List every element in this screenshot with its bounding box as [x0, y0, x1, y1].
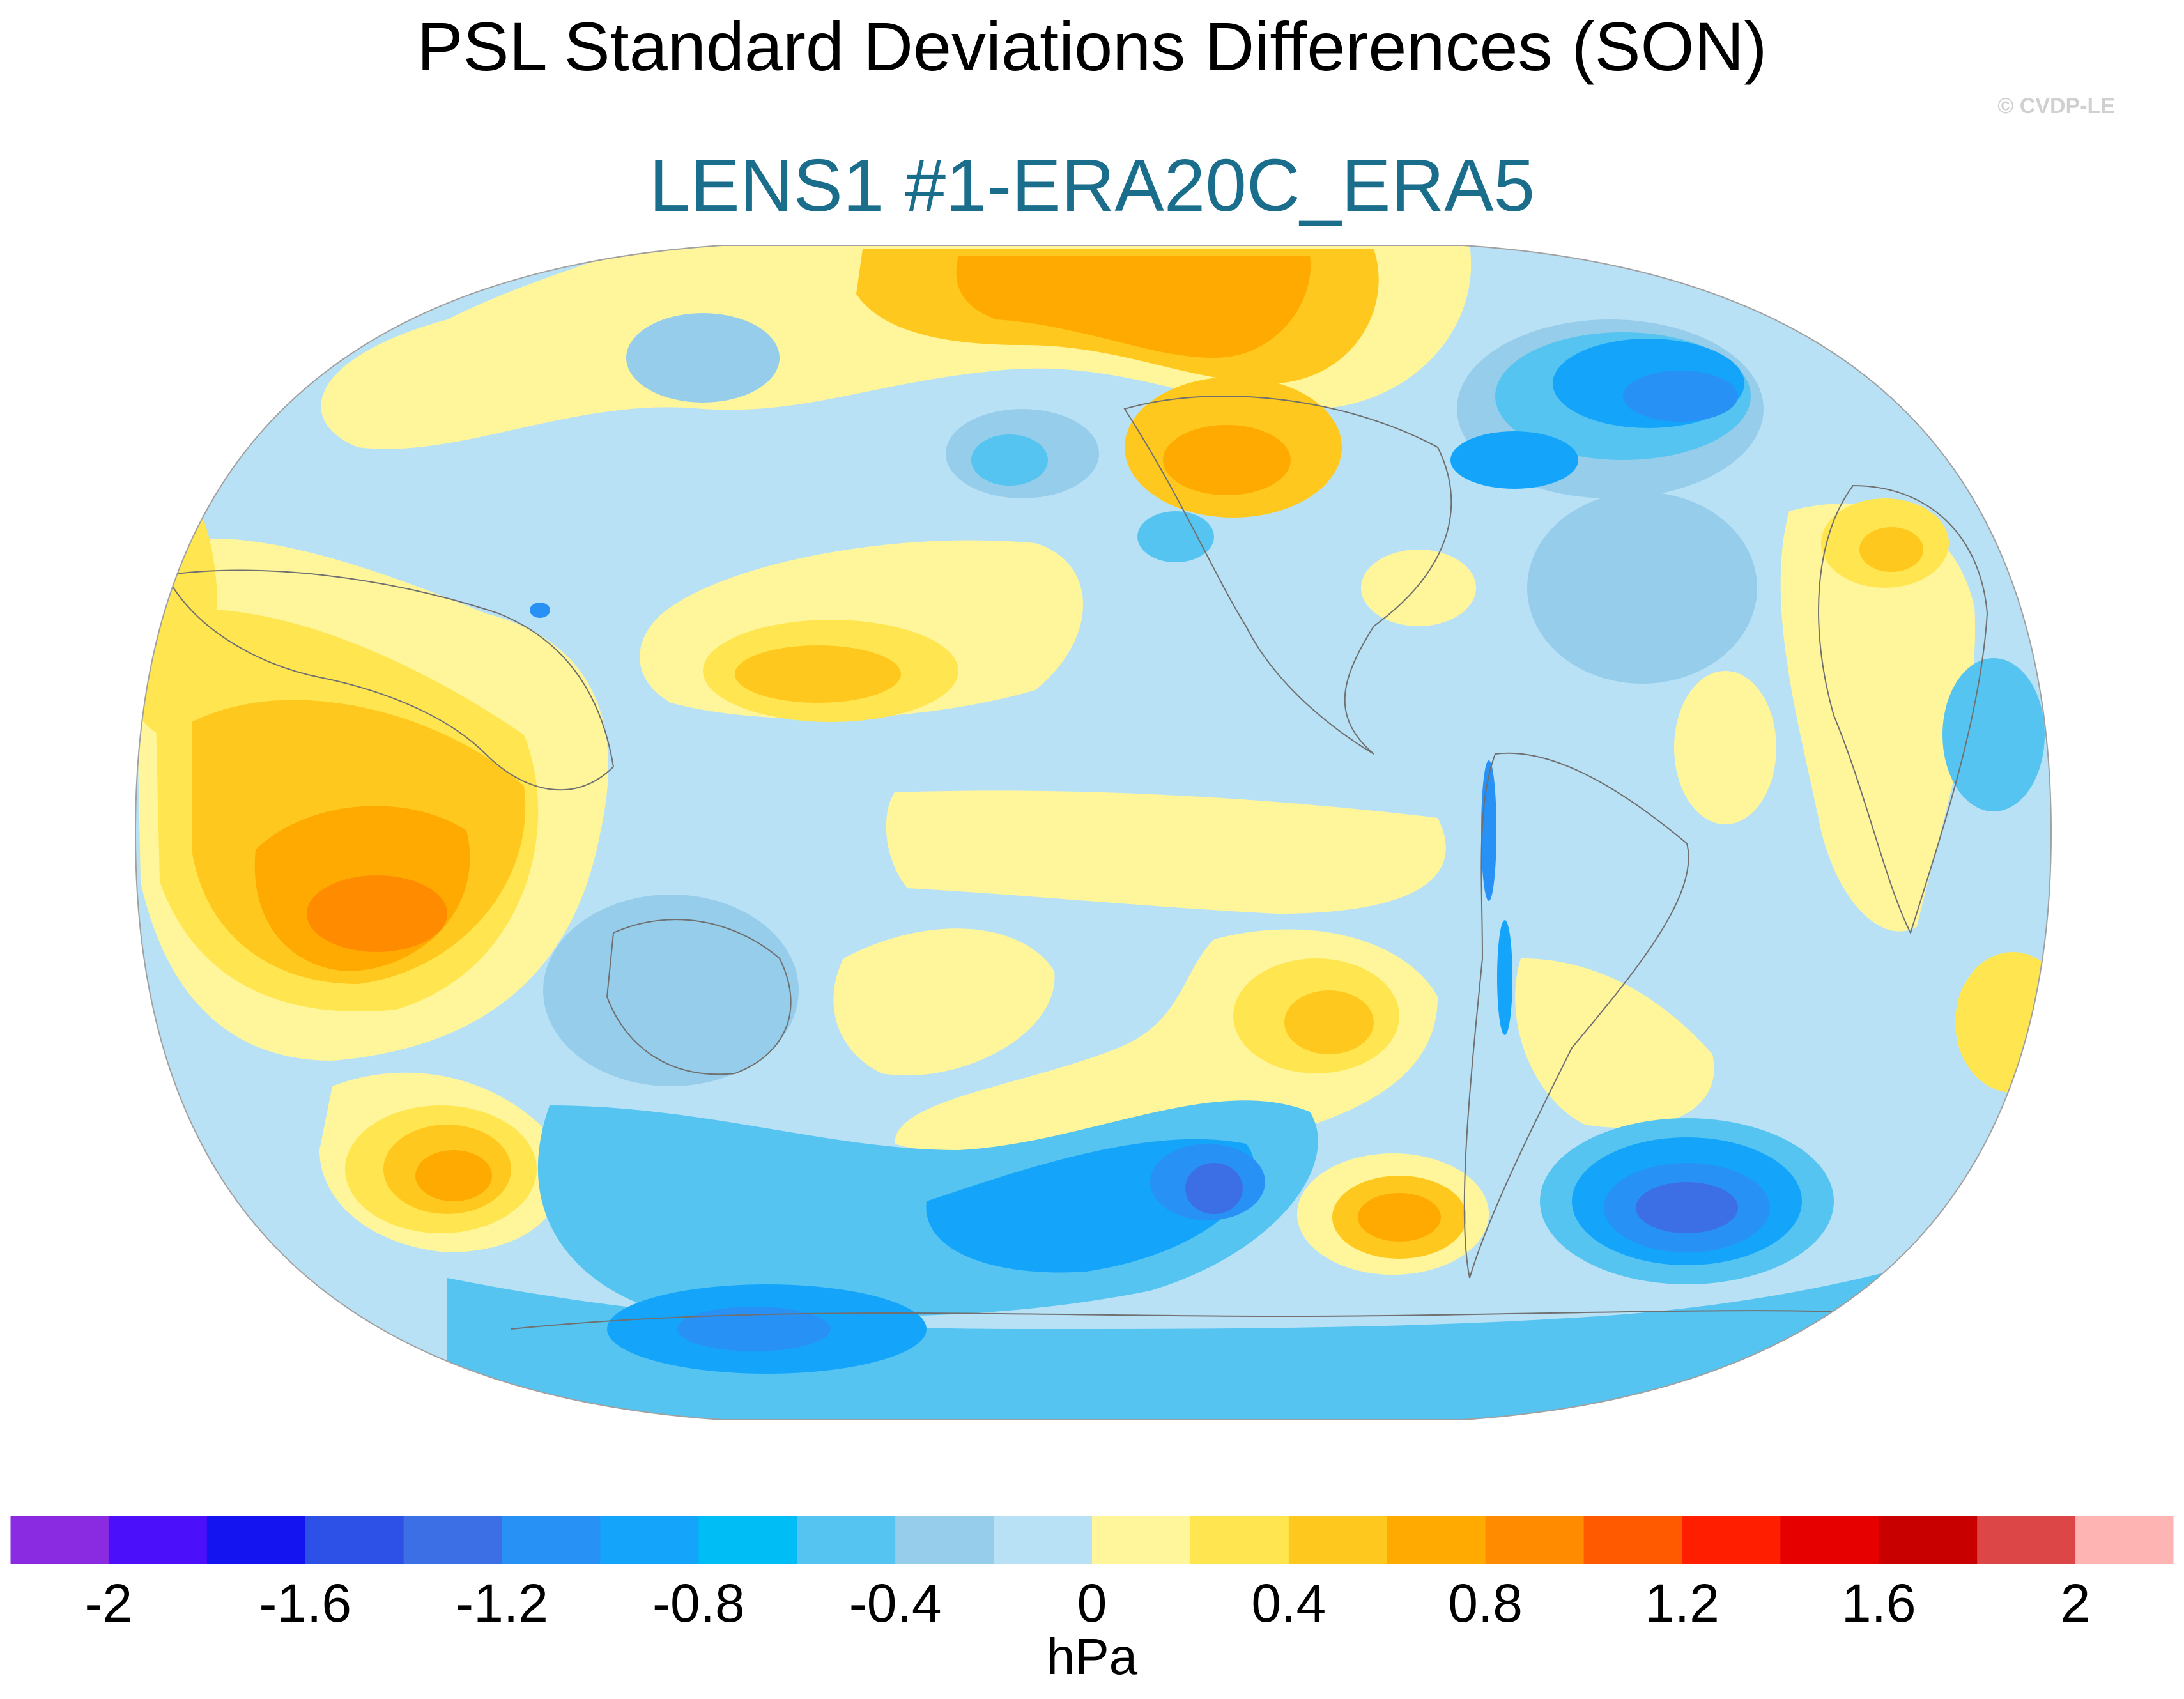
coastlines — [165, 396, 1988, 1330]
colorbar-outline — [10, 1515, 2174, 1565]
coast-north-america — [1123, 396, 1452, 755]
colorbar-tick-label: 1.6 — [1842, 1573, 1916, 1633]
colorbar-tick-label: -0.4 — [849, 1573, 942, 1633]
region-labrador-low — [1450, 431, 1578, 489]
region-arctic-core2 — [956, 256, 1311, 358]
colorbar-tick-label: 2 — [2061, 1573, 2091, 1633]
colorbar-swatch — [994, 1516, 1093, 1564]
coast-africa — [1818, 484, 1988, 935]
colorbar-swatch — [10, 1516, 109, 1564]
region-south-indian-max — [415, 1150, 492, 1201]
region-southern-ocean-4 — [1185, 1163, 1243, 1214]
colorbar-swatch — [2075, 1516, 2174, 1564]
colorbar-tick-label: -2 — [85, 1573, 133, 1633]
chart-title: PSL Standard Deviations Differences (SON… — [417, 8, 1767, 85]
coast-antarctica — [511, 1310, 1918, 1330]
colorbar-swatch — [895, 1516, 994, 1564]
colorbar — [10, 1515, 2174, 1565]
coast-south-america — [1463, 752, 1689, 1279]
region-north-atlantic — [1527, 492, 1757, 684]
colorbar-swatch — [1682, 1516, 1781, 1564]
region-greenland-east-spot — [530, 603, 550, 618]
region-greenland-low-4 — [1623, 371, 1738, 422]
colorbar-tick-label: -0.8 — [652, 1573, 745, 1633]
region-south-atlantic-max — [1358, 1193, 1441, 1242]
map-outline — [134, 245, 2052, 1420]
region-australia-south — [543, 895, 799, 1086]
colorbar-swatch — [305, 1516, 404, 1564]
coast-australia — [606, 919, 792, 1075]
region-west-africa-coast — [1955, 952, 2051, 1093]
region-indian-ocean-max — [307, 875, 447, 952]
colorbar-swatch — [1387, 1516, 1486, 1564]
colorbar-tick-label: 1.2 — [1645, 1573, 1719, 1633]
region-atlantic-east — [1942, 658, 2045, 811]
colorbar-tick-label: 0.4 — [1251, 1573, 1326, 1633]
map — [134, 245, 2052, 1420]
colorbar-swatch — [1190, 1516, 1289, 1564]
region-gulf-alaska — [1137, 511, 1214, 562]
colorbar-swatch — [502, 1516, 601, 1564]
region-antarctic-3 — [677, 1307, 831, 1351]
colorbar-tick-label: 0.8 — [1448, 1573, 1523, 1633]
colorbar-swatch — [403, 1516, 503, 1564]
region-south-atlantic-low-4 — [1636, 1182, 1738, 1233]
colorbar-swatch — [1977, 1516, 2076, 1564]
region-tropical-pacific-band — [886, 790, 1446, 914]
region-south-pacific-core2 — [1284, 990, 1374, 1054]
colorbar-swatch — [108, 1516, 208, 1564]
region-south-america-east — [1515, 958, 1714, 1128]
region-africa-max — [1859, 527, 1923, 572]
colorbar-label: hPa — [1047, 1628, 1138, 1685]
colorbar-swatch — [797, 1516, 896, 1564]
colorbar-swatch — [1288, 1516, 1388, 1564]
colorbar-swatch — [1780, 1516, 1879, 1564]
region-atlantic-equator — [1674, 671, 1776, 824]
colorbar-swatch — [698, 1516, 797, 1564]
region-alaska-core — [1163, 425, 1291, 495]
region-north-atlantic-west — [1361, 550, 1476, 626]
region-andes-2 — [1497, 920, 1512, 1035]
region-siberia-low — [626, 313, 780, 403]
colorbar-swatch — [1879, 1516, 1978, 1564]
anomaly-field — [135, 245, 2051, 1420]
colorbar-swatch — [1485, 1516, 1585, 1564]
region-antarctic — [447, 1246, 1981, 1420]
colorbar-swatch — [600, 1516, 699, 1564]
region-bering-core — [971, 434, 1048, 486]
colorbar-swatch — [1583, 1516, 1683, 1564]
colorbar-swatch — [206, 1516, 306, 1564]
watermark: © CVDP-LE — [1997, 94, 2115, 118]
colorbar-tick-label: 0 — [1077, 1573, 1107, 1633]
colorbar-tick-label: -1.6 — [259, 1573, 351, 1633]
chart-subtitle: LENS1 #1-ERA20C_ERA5 — [649, 144, 1535, 227]
region-south-pacific — [833, 928, 1055, 1076]
colorbar-tick-label: -1.2 — [456, 1573, 548, 1633]
region-africa — [1780, 503, 1976, 932]
colorbar-ticks: -2 -1.6 -1.2 -0.8 -0.4 0 0.4 0.8 1.2 1.6 2 — [85, 1573, 2091, 1633]
colorbar-swatch — [1092, 1516, 1191, 1564]
coast-asia — [165, 569, 615, 791]
region-andes-1 — [1481, 760, 1496, 901]
region-north-pacific-max — [735, 645, 901, 703]
